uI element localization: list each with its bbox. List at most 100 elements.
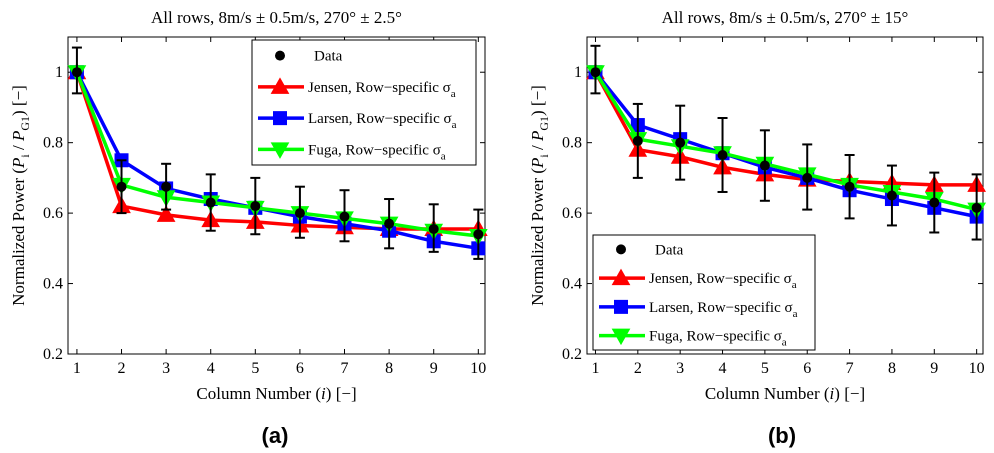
data-point [294, 208, 305, 219]
y-axis-label-var2: P [9, 131, 28, 142]
y-axis-label-text: Normalized Power ( [9, 168, 28, 306]
x-tick-label: 6 [296, 360, 304, 377]
legend-entry-label: Fuga, Row−specific σa [308, 142, 446, 162]
legend-entry-name: Jensen, Row−specific σ [308, 80, 451, 96]
legend-marker [611, 328, 631, 346]
legend-entry-label: Fuga, Row−specific σa [649, 329, 787, 349]
legend-marker [611, 268, 631, 286]
x-axis-label: Column Number (i) [−] [196, 384, 356, 403]
y-tick-label: 0.6 [43, 205, 63, 222]
x-axis-label: Column Number (i) [−] [705, 384, 865, 403]
legend-entry-name: Larsen, Row−specific σ [308, 111, 452, 127]
y-axis-label-var: P [528, 158, 547, 169]
x-tick-label: 8 [888, 360, 896, 377]
legend-box [592, 234, 816, 351]
chart-title: All rows, 8m/s ± 0.5m/s, 270° ± 15° [662, 8, 909, 27]
legend-entry-name: Fuga, Row−specific σ [308, 142, 441, 158]
chart-title: All rows, 8m/s ± 0.5m/s, 270° ± 2.5° [151, 8, 402, 27]
legend-entry-name: Jensen, Row−specific σ [649, 271, 792, 287]
legend-entry-sub: a [451, 88, 456, 100]
data-point [384, 218, 395, 229]
y-axis-label-unit: ) [−] [528, 85, 547, 116]
x-tick-label: 2 [118, 360, 126, 377]
data-point [717, 149, 728, 160]
data-point [590, 67, 601, 78]
y-axis-label: Normalized Power (Pi / PG1) [−] [9, 85, 32, 306]
x-axis-label-variable: i [321, 384, 326, 403]
legend-marker [614, 299, 628, 314]
x-axis-label-variable: i [830, 384, 835, 403]
data-point [71, 67, 82, 78]
y-axis-label-sub: i [18, 154, 32, 158]
y-axis-label-slash: / [528, 141, 547, 154]
x-tick-label: 5 [761, 360, 769, 377]
series-line [593, 71, 978, 212]
data-point [802, 172, 813, 183]
legend-marker [273, 111, 287, 126]
legend-entry-label: Jensen, Row−specific σa [649, 271, 797, 291]
legend-entry-label: Jensen, Row−specific σa [308, 80, 456, 100]
legend-entry-label: Larsen, Row−specific σa [308, 111, 457, 131]
y-axis-label-sub: i [537, 154, 551, 158]
x-axis-label-text: Column Number ( [705, 384, 830, 403]
data-point [339, 211, 350, 222]
legend-entry-sub: a [793, 308, 798, 320]
x-tick-label: 4 [719, 360, 727, 377]
y-tick-label: 1 [574, 64, 582, 81]
y-tick-label: 0.4 [43, 276, 63, 293]
x-axis-label-text: Column Number ( [196, 384, 321, 403]
series-larsen [588, 65, 984, 224]
y-tick-label: 0.2 [562, 346, 582, 363]
legend-entry-sub: a [452, 119, 457, 131]
data-point [205, 197, 216, 208]
data-point [929, 197, 940, 208]
x-tick-label: 10 [470, 360, 486, 377]
x-tick-label: 9 [430, 360, 438, 377]
data-point [116, 181, 127, 192]
legend-entry-data: Data [314, 49, 343, 65]
x-tick-label: 6 [803, 360, 811, 377]
x-tick-label: 4 [207, 360, 215, 377]
x-tick-label: 3 [676, 360, 684, 377]
chart-panel-b: 1 2 3 4 5 6 7 8 9 10 0.2 0.4 0.6 0.8 1 All rows, 8m/s ±… [528, 8, 987, 448]
legend-data-marker [275, 50, 285, 61]
y-tick-label: 1 [55, 64, 63, 81]
data-point [971, 202, 982, 213]
y-tick-label: 0.2 [43, 346, 63, 363]
series-data [71, 46, 484, 260]
data-point [250, 201, 261, 212]
y-axis-label-text: Normalized Power ( [528, 168, 547, 306]
y-axis-label-var: P [9, 158, 28, 169]
data-point [675, 137, 686, 148]
x-tick-label: 7 [846, 360, 854, 377]
legend-entry-sub: a [441, 150, 446, 162]
x-tick-label: 1 [591, 360, 599, 377]
legend-entry-sub: a [782, 337, 787, 349]
y-tick-label: 0.8 [43, 135, 63, 152]
x-tick-label: 10 [969, 360, 985, 377]
legend-marker [270, 77, 290, 94]
legend-data-marker [616, 244, 626, 255]
y-axis-label-var2: P [528, 131, 547, 142]
plot-area-frame [586, 36, 984, 355]
legend-entry-name: Fuga, Row−specific σ [649, 329, 782, 345]
data-point [632, 135, 643, 146]
data-point [759, 160, 770, 171]
panel-label: (b) [768, 423, 796, 448]
panel-label: (a) [262, 423, 289, 448]
x-tick-label: 7 [341, 360, 349, 377]
legend-marker [270, 142, 290, 159]
series-line [594, 71, 978, 219]
series-data [590, 44, 982, 241]
y-tick-label: 0.8 [562, 135, 582, 152]
x-tick-label: 1 [73, 360, 81, 377]
y-tick-label: 0.6 [562, 205, 582, 222]
y-axis-label-sub2: G1 [537, 116, 551, 131]
x-tick-label: 3 [162, 360, 170, 377]
y-axis-label: Normalized Power (Pi / PG1) [−] [528, 85, 551, 306]
x-tick-label: 8 [385, 360, 393, 377]
y-axis-label-sub2: G1 [18, 116, 32, 131]
